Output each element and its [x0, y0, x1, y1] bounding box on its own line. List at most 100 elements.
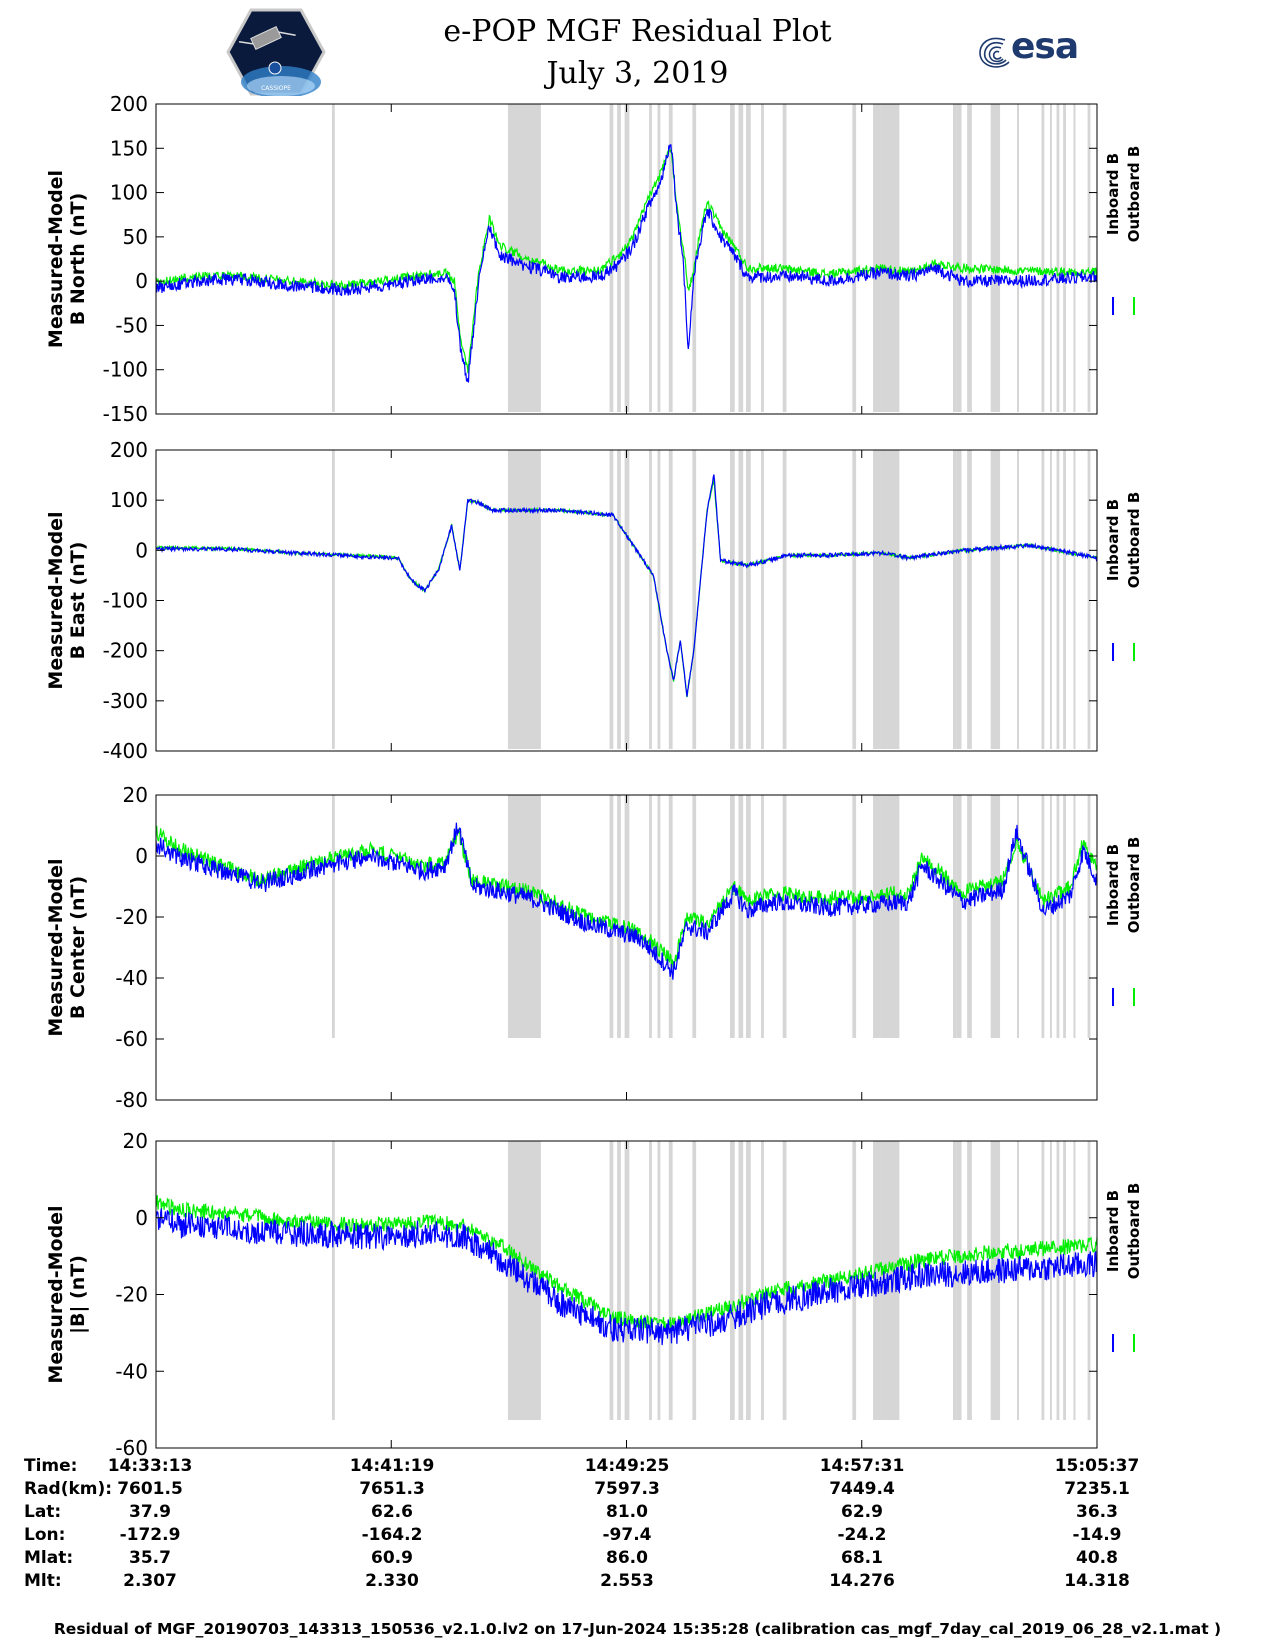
shaded-interval: [967, 104, 972, 412]
table-cell: 37.9: [129, 1502, 171, 1522]
shaded-interval: [782, 1141, 787, 1420]
shaded-interval: [967, 795, 972, 1038]
shaded-interval: [649, 450, 652, 749]
shaded-interval: [782, 795, 787, 1038]
table-row-label: Mlt:: [24, 1571, 62, 1591]
table-cell: 7601.5: [117, 1479, 183, 1499]
table-cell: 15:05:37: [1054, 1456, 1140, 1476]
shaded-interval: [507, 450, 541, 749]
shaded-interval: [624, 795, 630, 1038]
y-tick-label: -80: [115, 1088, 148, 1112]
ephemeris-table: Time: Rad(km): Lat: Lon: Mlat: Mlt: 14:33:13 76…: [0, 1456, 1275, 1606]
shaded-interval: [873, 104, 881, 412]
shaded-interval: [1063, 1141, 1066, 1420]
shaded-interval: [761, 104, 764, 412]
shaded-interval: [761, 795, 764, 1038]
shaded-interval: [1017, 104, 1020, 412]
legend-outboard-label: Outboard B: [1125, 146, 1143, 243]
shaded-interval: [609, 450, 614, 749]
y-tick-label: -20: [115, 1283, 148, 1307]
shaded-interval: [657, 450, 661, 749]
shaded-interval: [730, 104, 735, 412]
shaded-interval: [956, 450, 962, 749]
table-cell: -97.4: [602, 1525, 652, 1545]
shaded-interval: [668, 795, 673, 1038]
shaded-interval: [617, 450, 621, 749]
shaded-interval: [1087, 1141, 1091, 1420]
table-cell: 7651.3: [359, 1479, 425, 1499]
shaded-interval: [649, 1141, 652, 1420]
shaded-interval: [1087, 104, 1091, 412]
esa-logo: esa: [975, 26, 1095, 74]
y-tick-label: 0: [135, 1206, 148, 1230]
shaded-interval: [1049, 795, 1052, 1038]
y-tick-label: -100: [103, 589, 148, 613]
shaded-interval: [956, 1141, 962, 1420]
shaded-interval: [624, 450, 630, 749]
shaded-interval: [880, 795, 900, 1038]
shaded-interval: [1041, 1141, 1045, 1420]
shaded-interval: [956, 104, 962, 412]
table-cell: 7449.4: [829, 1479, 895, 1499]
y-tick-label: 20: [123, 783, 148, 807]
shaded-interval: [609, 795, 614, 1038]
shaded-interval: [761, 1141, 764, 1420]
table-cell: 7597.3: [594, 1479, 660, 1499]
shaded-interval: [609, 104, 614, 412]
shaded-interval: [746, 1141, 751, 1420]
inboard-series-line: [155, 474, 1098, 697]
shaded-interval: [1073, 1141, 1076, 1420]
shaded-interval: [1041, 795, 1045, 1038]
y-tick-label: -60: [115, 1436, 148, 1460]
shaded-interval: [1056, 104, 1060, 412]
table-cell: -172.9: [119, 1525, 181, 1545]
table-cell: 2.307: [123, 1571, 177, 1591]
y-tick-label: 0: [135, 844, 148, 868]
shaded-interval: [738, 795, 744, 1038]
table-cell: 60.9: [371, 1548, 413, 1568]
shaded-interval: [1087, 450, 1091, 749]
table-cell: 62.9: [841, 1502, 883, 1522]
shaded-interval: [953, 450, 957, 749]
y-tick-label: -50: [115, 313, 148, 337]
shaded-interval: [1041, 104, 1045, 412]
inboard-series-line: [155, 822, 1098, 980]
shaded-interval: [331, 104, 335, 412]
shaded-interval: [782, 450, 787, 749]
table-row-label: Lat:: [24, 1502, 62, 1522]
table-cell: 2.553: [600, 1571, 654, 1591]
chart-title: e-POP MGF Residual Plot: [443, 14, 832, 49]
shaded-interval: [507, 795, 541, 1038]
y-tick-label: 150: [110, 136, 148, 160]
y-axis-label-line2: B East (nT): [67, 542, 89, 660]
y-tick-label: -40: [115, 1359, 148, 1383]
header: CASSIOPE e-POP MGF Residual Plot July 3,…: [0, 0, 1275, 100]
legend-inboard-label: Inboard B: [1104, 153, 1122, 235]
y-axis-label-line1: Measured-Model: [45, 858, 67, 1036]
chart-subtitle-date: July 3, 2019: [546, 56, 729, 91]
shaded-interval: [331, 1141, 335, 1420]
legend-inboard-label: Inboard B: [1104, 1190, 1122, 1272]
y-tick-label: 200: [110, 438, 148, 462]
shaded-interval: [873, 450, 881, 749]
y-tick-label: -40: [115, 966, 148, 990]
shaded-interval: [668, 1141, 673, 1420]
shaded-interval: [609, 1141, 614, 1420]
shaded-interval: [657, 795, 661, 1038]
panel-1: 200 150 100 50 0 -50 -100 -150 Measured-ModelB N…: [45, 92, 1143, 426]
shaded-interval: [1063, 450, 1066, 749]
shaded-interval: [746, 104, 751, 412]
panel-2: 200 100 0 -100 -200 -300 -400 Measured-ModelB E…: [45, 438, 1143, 763]
legend-inboard-label: Inboard B: [1104, 844, 1122, 926]
shaded-interval: [624, 1141, 630, 1420]
shaded-interval: [873, 795, 881, 1038]
shaded-interval: [668, 450, 673, 749]
y-axis-label-line1: Measured-Model: [45, 170, 67, 348]
y-axis-label-line2: B North (nT): [67, 193, 89, 326]
y-tick-label: 0: [135, 538, 148, 562]
shaded-interval: [852, 450, 857, 749]
table-cell: 86.0: [606, 1548, 648, 1568]
shaded-interval: [990, 450, 1001, 749]
shaded-interval: [1049, 104, 1052, 412]
shaded-interval: [880, 1141, 900, 1420]
